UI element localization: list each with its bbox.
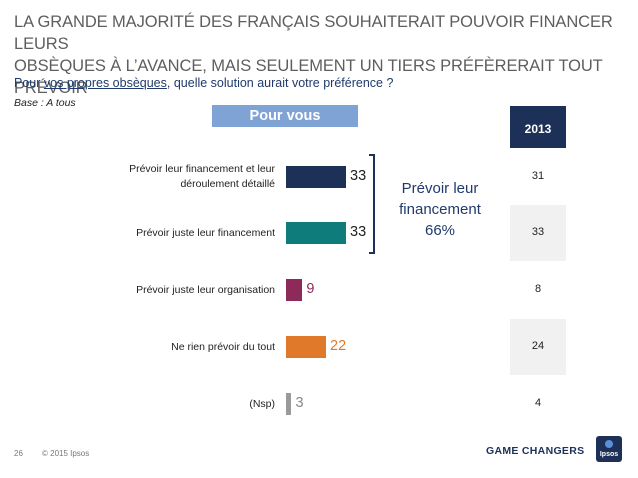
title-line-1: LA GRANDE MAJORITÉ DES FRANÇAIS SOUHAITE… — [14, 13, 613, 53]
category-label: Ne rien prévoir du tout — [75, 340, 275, 355]
category-label-line: déroulement détaillé — [180, 178, 275, 190]
question-prefix: Pour — [14, 76, 44, 90]
category-label: Prévoir leur financement et leur déroulem… — [75, 162, 275, 192]
summary-line-1: Prévoir leur — [401, 180, 479, 197]
value-label: 22 — [330, 338, 347, 354]
chart-title-badge: Pour vous — [212, 105, 358, 127]
base-note: Base : A tous — [14, 97, 76, 109]
category-label-line: Prévoir leur financement et leur — [129, 163, 275, 175]
question-suffix: , quelle solution aurait votre préférenc… — [166, 76, 394, 90]
bar — [286, 222, 346, 244]
copyright: © 2015 Ipsos — [42, 449, 90, 458]
page-number: 26 — [14, 449, 23, 458]
value-label: 33 — [350, 224, 367, 240]
summary-line-2: financement — [399, 201, 481, 218]
bar — [286, 336, 326, 358]
survey-question: Pour vos propres obsèques, quelle soluti… — [14, 76, 393, 90]
bar — [286, 393, 292, 415]
comparison-value: 8 — [534, 283, 542, 295]
question-emphasis: vos propres obsèques — [43, 76, 167, 90]
value-label: 33 — [350, 168, 367, 184]
value-label: 9 — [306, 281, 315, 297]
comparison-value: 4 — [534, 397, 542, 409]
comparison-cell-bg — [510, 319, 566, 375]
comparison-cell-bg — [510, 205, 566, 261]
category-label: Prévoir juste leur organisation — [75, 283, 275, 298]
category-label-line: Ne rien prévoir du tout — [171, 340, 275, 353]
summary-percentage: 66% — [424, 222, 456, 239]
tagline: GAME CHANGERS — [486, 445, 585, 457]
title-line-2: OBSÈQUES À L’AVANCE, MAIS SEULEMENT UN T… — [14, 57, 603, 97]
comparison-value: 33 — [531, 226, 545, 238]
value-label: 3 — [295, 395, 304, 411]
financing-summary: Prévoir leur financement 66% — [384, 178, 496, 241]
category-label-line: (Nsp) — [249, 397, 275, 410]
comparison-value: 31 — [531, 170, 545, 182]
logo-dot — [605, 440, 613, 448]
category-label: (Nsp) — [75, 397, 275, 412]
category-label: Prévoir juste leur financement — [75, 226, 275, 241]
bar — [286, 166, 346, 188]
comparison-value: 24 — [531, 340, 545, 352]
bracket-icon — [369, 154, 375, 254]
bar — [286, 279, 303, 301]
ipsos-logo: Ipsos — [596, 436, 622, 462]
category-label-line: Prévoir juste leur organisation — [136, 283, 275, 296]
logo-text: Ipsos — [599, 451, 619, 458]
category-label-line: Prévoir juste leur financement — [136, 226, 275, 239]
page-title: LA GRANDE MAJORITÉ DES FRANÇAIS SOUHAITE… — [14, 11, 624, 99]
comparison-year-header: 2013 — [510, 106, 566, 148]
